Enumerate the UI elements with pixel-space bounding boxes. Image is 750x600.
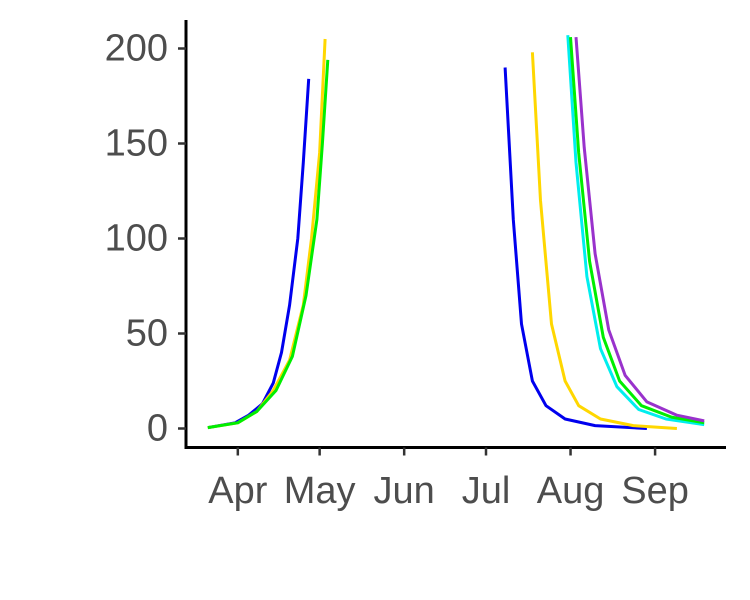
x-tick-label: Jun [374,470,435,512]
x-tick-label: Jul [462,470,511,512]
series-line-3 [207,59,330,430]
y-tick-label: 100 [105,218,168,260]
series-line-5 [530,52,677,430]
series-line-1 [207,78,311,430]
x-axis-ticks: Apr May Jun Jul Aug Sep [208,447,689,512]
x-tick-label: Apr [208,470,267,512]
series-line-6 [566,35,705,427]
y-tick-label: 0 [147,408,168,450]
y-tick-label: 200 [105,28,168,70]
series-line-7 [569,36,705,425]
x-tick-label: Aug [537,470,605,512]
series-line-4 [503,67,647,430]
x-tick-label: Sep [621,470,689,512]
x-tick-label: May [284,470,356,512]
y-tick-label: 150 [105,123,168,165]
y-axis-ticks: 0 50 100 150 200 [105,28,186,450]
series-line-8 [574,36,705,423]
series-layer [207,35,705,430]
y-tick-label: 50 [126,313,168,355]
